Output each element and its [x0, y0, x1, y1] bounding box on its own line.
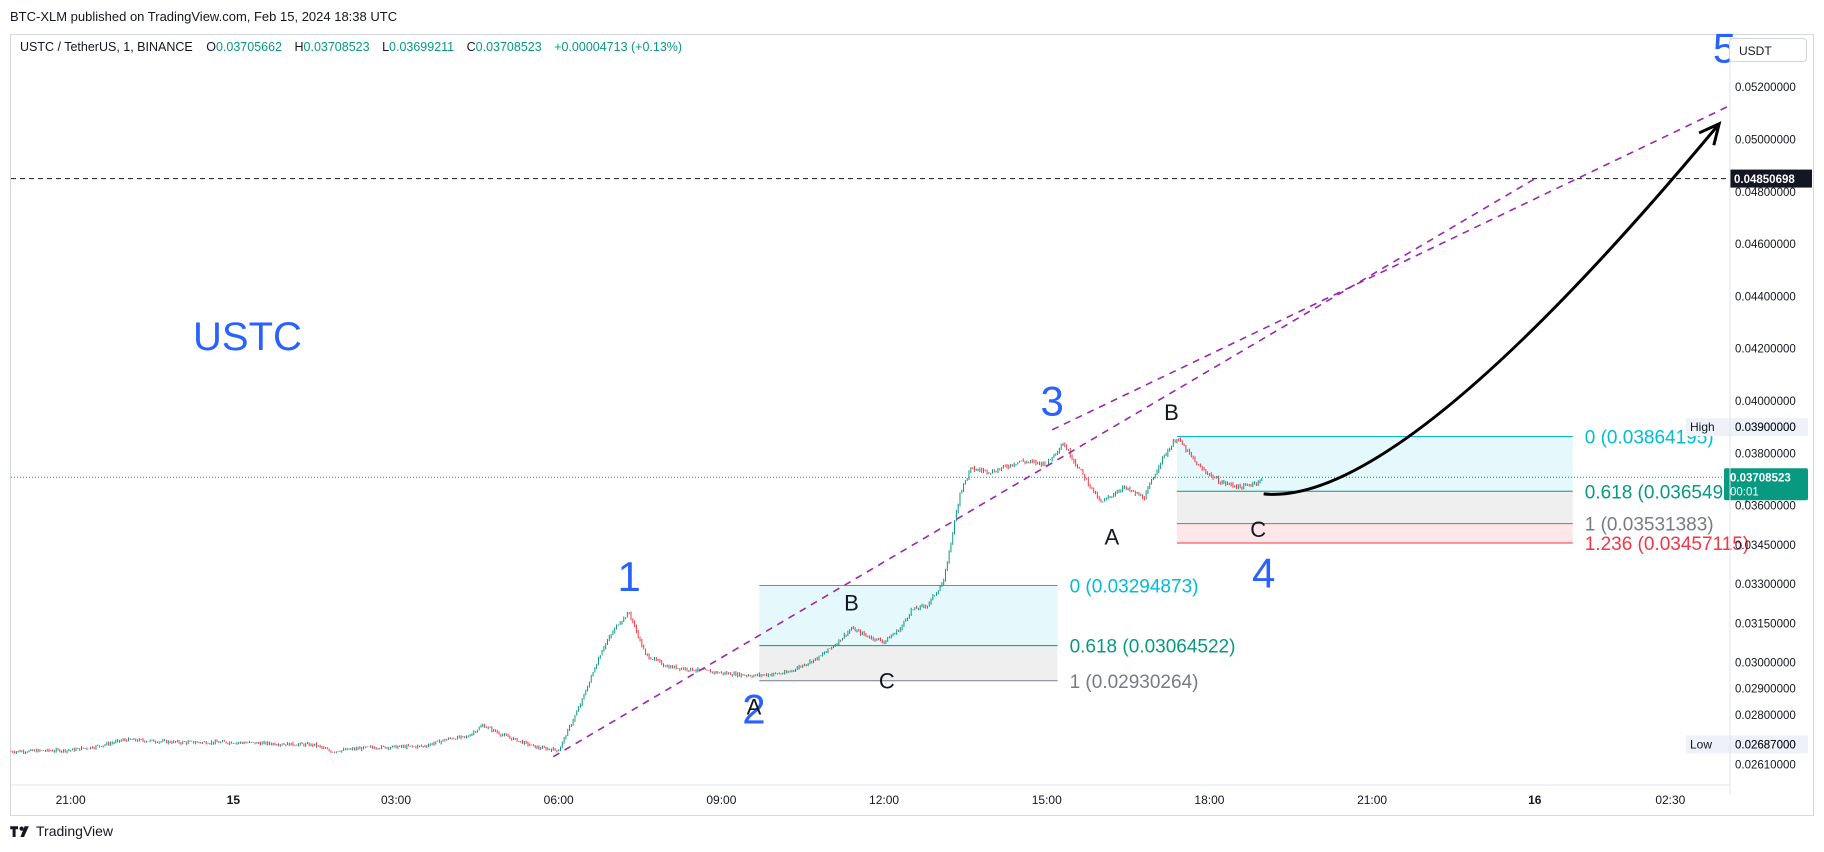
projection-arrowhead	[1698, 121, 1722, 146]
low-label: L	[382, 40, 390, 54]
published-info: BTC-XLM published on TradingView.com, Fe…	[10, 9, 398, 24]
y-tick-label: 0.03900000	[1735, 422, 1796, 434]
y-tick-label: 0.05000000	[1735, 135, 1796, 147]
low-value: 0.03699211	[389, 40, 455, 54]
reference-lines: 0.04850698 0.03708523 00:01 High 0.03900000 L…	[11, 169, 1812, 754]
countdown-tag: 00:01	[1730, 486, 1759, 498]
x-tick-label: 18:00	[1194, 793, 1224, 807]
y-tick-label: 0.02900000	[1735, 684, 1796, 696]
currency-selector[interactable]: USDT	[1729, 38, 1807, 62]
fib-band	[1176, 436, 1573, 492]
projection-arrow	[1263, 122, 1721, 496]
y-tick-label: 0.03300000	[1735, 579, 1796, 591]
channel-lower-line	[552, 178, 1536, 758]
close-value: 0.03708523	[475, 40, 542, 54]
wave-label-3: 3	[1040, 378, 1063, 425]
symbol-name[interactable]: USTC / TetherUS, 1, BINANCE	[20, 40, 193, 54]
fib-level-label: 1 (0.03531383)	[1585, 515, 1714, 536]
tradingview-footer[interactable]: TradingView	[10, 823, 113, 839]
subwave-label-A: A	[1104, 525, 1119, 550]
y-tick-label: 0.03150000	[1735, 618, 1796, 630]
low-marker-value: 0.02687000	[1735, 739, 1796, 751]
channel-upper-line	[1051, 104, 1731, 431]
wave-label-4: 4	[1252, 550, 1275, 597]
y-tick-label: 0.02800000	[1735, 710, 1796, 722]
y-tick-label: 0.04400000	[1735, 291, 1796, 303]
y-tick-label: 0.03450000	[1735, 540, 1796, 552]
high-label: H	[294, 40, 304, 54]
y-tick-label: 0.02610000	[1735, 760, 1796, 772]
x-tick-label: 03:00	[381, 793, 411, 807]
y-tick-label: 0.04600000	[1735, 239, 1796, 251]
high-value: 0.03708523	[303, 40, 370, 54]
subwave-label-B: B	[1164, 400, 1179, 425]
x-tick-label: 06:00	[544, 793, 574, 807]
y-tick-label: 0.03600000	[1735, 501, 1796, 513]
fib-band	[1176, 491, 1573, 524]
fib-band	[759, 645, 1058, 681]
current-price-tag-bg	[1724, 468, 1808, 501]
current-price-tag: 0.03708523	[1730, 472, 1791, 484]
target-price-tag: 0.04850698	[1734, 174, 1795, 186]
tradingview-logo-icon	[10, 826, 29, 837]
x-tick-label: 09:00	[706, 793, 736, 807]
fib-level-label: 0.618 (0.03654992)	[1585, 482, 1751, 503]
hl-marker-bg	[1686, 418, 1808, 437]
fib-retracements[interactable]: 0 (0.03294873) 0.618 (0.03064522) 1 (0.029…	[759, 428, 1751, 693]
fib-level-label: 0 (0.03864195)	[1585, 428, 1714, 449]
x-tick-label: 21:00	[1357, 793, 1387, 807]
subwave-label-B: B	[844, 591, 859, 616]
target-price-tag-bg	[1730, 169, 1812, 188]
close-label: C	[466, 40, 476, 54]
fib-level-label: 0 (0.03294873)	[1070, 576, 1199, 597]
symbol-legend: USTC / TetherUS, 1, BINANCE O0.03705662 …	[20, 40, 691, 54]
chart-title: USTC	[193, 315, 302, 359]
fib-level-label: 1.236 (0.03457115)	[1585, 534, 1749, 555]
x-tick-label: 21:00	[56, 793, 86, 807]
high-marker-value: 0.03900000	[1735, 422, 1796, 434]
x-tick-label: 15	[227, 793, 241, 807]
y-tick-label: 0.03000000	[1735, 658, 1796, 670]
hl-marker-bg	[1686, 735, 1808, 754]
y-tick-label: 0.02687000	[1735, 739, 1796, 751]
subwave-label-C: C	[1250, 517, 1266, 542]
axes: 0.02610000 0.02687000 0.02800000 0.02900000…	[11, 38, 1796, 807]
x-tick-label: 15:00	[1032, 793, 1062, 807]
y-tick-label: 0.04800000	[1735, 187, 1796, 199]
low-marker-label: Low	[1690, 737, 1712, 751]
y-tick-label: 0.05200000	[1735, 82, 1796, 94]
y-tick-label: 0.04000000	[1735, 396, 1796, 408]
open-value: 0.03705662	[215, 40, 283, 54]
fib-level-label: 1 (0.02930264)	[1070, 672, 1199, 693]
open-label: O	[206, 40, 216, 54]
x-tick-label: 12:00	[869, 793, 899, 807]
chart-frame	[10, 34, 1814, 816]
y-tick-label: 0.03800000	[1735, 448, 1796, 460]
footer-brand: TradingView	[36, 823, 114, 839]
change-value: +0.00004713 (+0.13%)	[554, 40, 683, 54]
x-tick-label: 02:30	[1655, 793, 1685, 807]
price-series	[10, 437, 1263, 755]
subwave-label-C: C	[879, 669, 895, 694]
fib-band	[1176, 523, 1573, 544]
fib-level-label: 0.618 (0.03064522)	[1070, 637, 1236, 658]
high-marker-label: High	[1690, 420, 1715, 434]
subwave-label-A: A	[747, 695, 762, 720]
fib-band	[759, 585, 1058, 646]
drawings[interactable]	[552, 104, 1731, 758]
x-tick-label: 16	[1528, 793, 1542, 807]
wave-label-1: 1	[618, 553, 641, 600]
y-tick-label: 0.04200000	[1735, 344, 1796, 356]
wave-label-2: 2	[742, 686, 765, 733]
